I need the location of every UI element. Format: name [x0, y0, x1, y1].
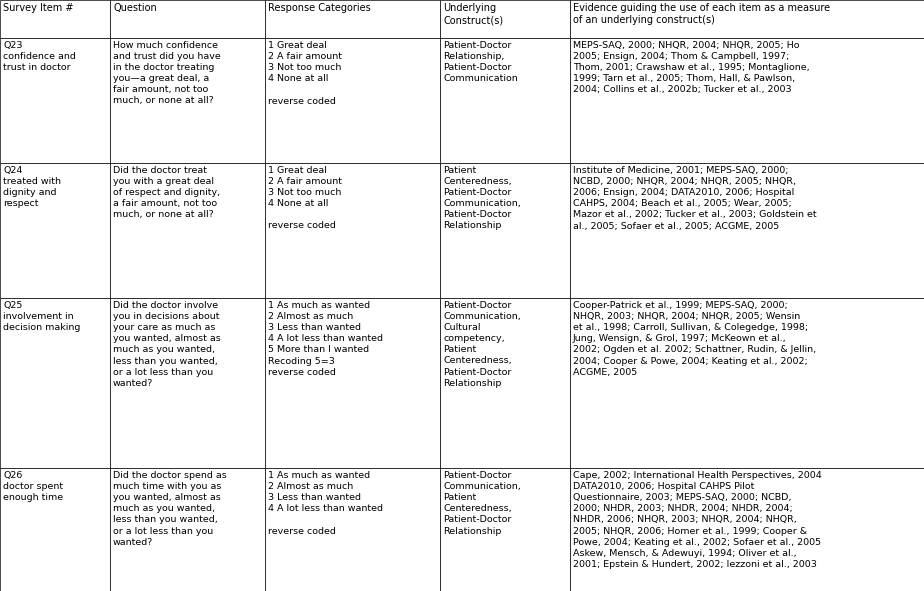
Bar: [570, 298, 924, 468]
Text: Institute of Medicine, 2001; MEPS-SAQ, 2000;
NCBD, 2000; NHQR, 2004; NHQR, 2005;: Institute of Medicine, 2001; MEPS-SAQ, 2…: [573, 166, 817, 230]
Bar: [570, 0, 924, 38]
Bar: [110, 468, 265, 591]
Text: 1 Great deal
2 A fair amount
3 Not too much
4 None at all

reverse coded: 1 Great deal 2 A fair amount 3 Not too m…: [268, 41, 342, 106]
Bar: [0, 0, 110, 38]
Text: Cape, 2002; International Health Perspectives, 2004
DATA2010, 2006; Hospital CAH: Cape, 2002; International Health Perspec…: [573, 471, 821, 569]
Bar: [110, 0, 265, 38]
Text: Q24
treated with
dignity and
respect: Q24 treated with dignity and respect: [3, 166, 61, 208]
Bar: [570, 38, 924, 163]
Text: Patient-Doctor
Communication,
Cultural
competency,
Patient
Centeredness,
Patient: Patient-Doctor Communication, Cultural c…: [443, 301, 521, 388]
Bar: [110, 38, 265, 163]
Bar: [440, 163, 570, 298]
Bar: [0, 163, 110, 298]
Text: Evidence guiding the use of each item as a measure
of an underlying construct(s): Evidence guiding the use of each item as…: [573, 3, 830, 25]
Text: Did the doctor treat
you with a great deal
of respect and dignity,
a fair amount: Did the doctor treat you with a great de…: [113, 166, 220, 219]
Text: 1 Great deal
2 A fair amount
3 Not too much
4 None at all

reverse coded: 1 Great deal 2 A fair amount 3 Not too m…: [268, 166, 342, 230]
Bar: [110, 163, 265, 298]
Bar: [440, 38, 570, 163]
Text: Question: Question: [113, 3, 157, 13]
Bar: [265, 38, 440, 163]
Bar: [265, 163, 440, 298]
Bar: [265, 298, 440, 468]
Text: Survey Item #: Survey Item #: [3, 3, 74, 13]
Bar: [0, 298, 110, 468]
Bar: [440, 468, 570, 591]
Bar: [110, 298, 265, 468]
Text: 1 As much as wanted
2 Almost as much
3 Less than wanted
4 A lot less than wanted: 1 As much as wanted 2 Almost as much 3 L…: [268, 301, 383, 376]
Bar: [265, 468, 440, 591]
Text: Did the doctor spend as
much time with you as
you wanted, almost as
much as you : Did the doctor spend as much time with y…: [113, 471, 226, 547]
Bar: [0, 468, 110, 591]
Text: Response Categories: Response Categories: [268, 3, 371, 13]
Bar: [440, 0, 570, 38]
Bar: [440, 298, 570, 468]
Text: Q25
involvement in
decision making: Q25 involvement in decision making: [3, 301, 80, 332]
Text: How much confidence
and trust did you have
in the doctor treating
you—a great de: How much confidence and trust did you ha…: [113, 41, 221, 106]
Text: Underlying
Construct(s): Underlying Construct(s): [443, 3, 504, 25]
Text: Patient
Centeredness,
Patient-Doctor
Communication,
Patient-Doctor
Relationship: Patient Centeredness, Patient-Doctor Com…: [443, 166, 521, 230]
Text: Cooper-Patrick et al., 1999; MEPS-SAQ, 2000;
NHQR, 2003; NHQR, 2004; NHQR, 2005;: Cooper-Patrick et al., 1999; MEPS-SAQ, 2…: [573, 301, 816, 376]
Text: Q23
confidence and
trust in doctor: Q23 confidence and trust in doctor: [3, 41, 76, 72]
Text: Patient-Doctor
Relationship,
Patient-Doctor
Communication: Patient-Doctor Relationship, Patient-Doc…: [443, 41, 517, 83]
Bar: [570, 468, 924, 591]
Text: Q26
doctor spent
enough time: Q26 doctor spent enough time: [3, 471, 63, 502]
Text: Patient-Doctor
Communication,
Patient
Centeredness,
Patient-Doctor
Relationship: Patient-Doctor Communication, Patient Ce…: [443, 471, 521, 535]
Bar: [570, 163, 924, 298]
Text: 1 As much as wanted
2 Almost as much
3 Less than wanted
4 A lot less than wanted: 1 As much as wanted 2 Almost as much 3 L…: [268, 471, 383, 535]
Text: Did the doctor involve
you in decisions about
your care as much as
you wanted, a: Did the doctor involve you in decisions …: [113, 301, 221, 388]
Text: MEPS-SAQ, 2000; NHQR, 2004; NHQR, 2005; Ho
2005; Ensign, 2004; Thom & Campbell, : MEPS-SAQ, 2000; NHQR, 2004; NHQR, 2005; …: [573, 41, 809, 95]
Bar: [265, 0, 440, 38]
Bar: [0, 38, 110, 163]
